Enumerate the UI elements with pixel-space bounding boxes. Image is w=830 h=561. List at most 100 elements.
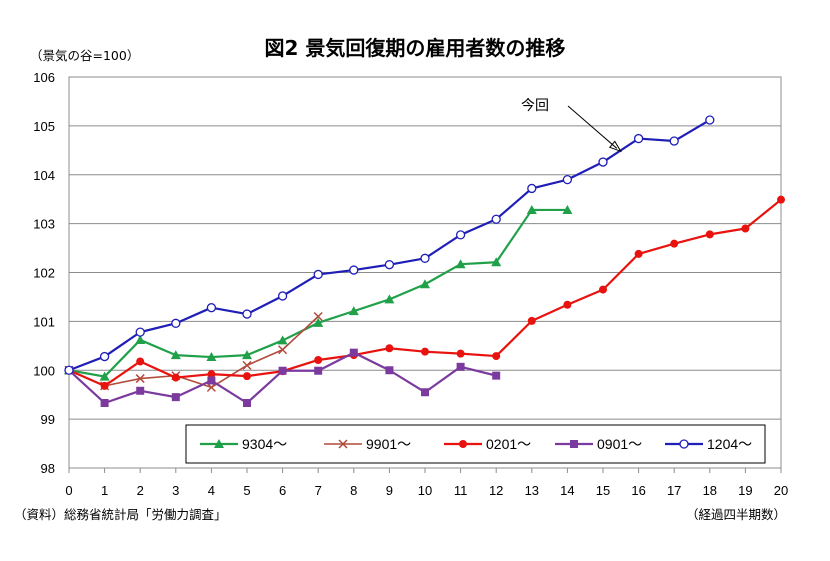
annotation-arrow-line xyxy=(567,105,618,149)
data-point xyxy=(455,230,466,240)
series-line xyxy=(68,351,497,405)
marker-stroke xyxy=(313,311,323,322)
legend-label: 9304～ xyxy=(242,436,287,452)
x-tick-label: 5 xyxy=(243,483,250,498)
data-point xyxy=(313,311,323,322)
data-point xyxy=(705,230,714,239)
data-point xyxy=(777,195,785,204)
x-tick-label: 1 xyxy=(101,483,108,498)
series-1204～ xyxy=(64,115,715,375)
marker-stroke xyxy=(242,360,252,370)
data-point xyxy=(171,373,180,382)
x-tick-label: 3 xyxy=(172,483,179,498)
data-point xyxy=(207,370,216,379)
data-point xyxy=(100,381,109,390)
x-tick-label: 18 xyxy=(703,483,717,498)
x-tick-label: 13 xyxy=(525,483,539,498)
data-point xyxy=(349,348,358,357)
legend-item: 0901～ xyxy=(555,436,642,452)
x-tick-label: 9 xyxy=(386,483,393,498)
y-tick-label: 98 xyxy=(41,461,55,476)
data-point xyxy=(527,183,537,194)
series-line xyxy=(68,119,711,372)
marker-stroke xyxy=(338,439,348,449)
data-point xyxy=(562,204,573,214)
data-point xyxy=(492,352,501,361)
data-point xyxy=(491,257,502,267)
legend-label: 9901～ xyxy=(366,436,411,452)
data-point xyxy=(278,345,288,355)
legend-label: 0901～ xyxy=(597,436,642,452)
data-point xyxy=(705,115,715,125)
marker-stroke xyxy=(278,345,288,355)
axes xyxy=(68,76,782,473)
legend-label: 0201～ xyxy=(486,436,531,452)
legend-label: 1204～ xyxy=(707,436,752,452)
x-tick-label: 19 xyxy=(738,483,752,498)
y-tick-label: 101 xyxy=(33,314,55,329)
x-tick-label: 0 xyxy=(65,483,72,498)
data-point xyxy=(349,265,359,275)
data-point xyxy=(206,352,217,362)
x-tick-label: 17 xyxy=(667,483,681,498)
x-tick-label: 4 xyxy=(208,483,215,498)
y-tick-label: 99 xyxy=(41,412,55,427)
x-tick-label: 2 xyxy=(137,483,144,498)
x-tick-label: 15 xyxy=(596,483,610,498)
series-line xyxy=(68,315,319,389)
data-point xyxy=(384,294,395,304)
data-point xyxy=(562,174,573,185)
data-point xyxy=(348,306,359,316)
data-point xyxy=(384,260,395,270)
data-point xyxy=(313,269,323,280)
data-point xyxy=(206,382,216,392)
data-point xyxy=(99,351,110,362)
data-point xyxy=(455,259,466,269)
y-tick-label: 102 xyxy=(33,266,55,281)
data-point xyxy=(170,350,181,360)
data-point xyxy=(100,398,109,407)
data-point xyxy=(421,347,429,356)
data-point xyxy=(278,366,287,375)
data-point xyxy=(492,371,501,380)
legend-item: 0201～ xyxy=(444,436,531,452)
data-point xyxy=(171,318,181,328)
data-point xyxy=(135,327,145,337)
data-point xyxy=(526,204,537,214)
data-point xyxy=(313,317,324,327)
annotation-arrow-head xyxy=(608,140,622,153)
data-point xyxy=(242,350,252,360)
data-point xyxy=(385,366,394,375)
series-0901～ xyxy=(65,348,501,407)
data-point xyxy=(491,214,501,224)
data-point xyxy=(136,357,145,366)
data-point xyxy=(136,386,145,395)
series-group xyxy=(64,115,785,407)
marker-stroke xyxy=(206,382,216,392)
data-point xyxy=(669,136,679,146)
data-point xyxy=(314,366,323,375)
data-point xyxy=(64,365,74,375)
y-tick-label: 104 xyxy=(33,168,55,183)
x-tick-label: 6 xyxy=(279,483,286,498)
x-tick-label: 16 xyxy=(631,483,645,498)
x-tick-label: 8 xyxy=(350,483,357,498)
x-tick-label: 7 xyxy=(315,483,322,498)
y-tick-label: 105 xyxy=(33,119,55,134)
data-point xyxy=(563,300,572,309)
data-point xyxy=(741,224,750,233)
data-point xyxy=(456,349,465,358)
data-point xyxy=(421,388,429,397)
data-point xyxy=(206,303,217,313)
data-point xyxy=(99,371,110,381)
series-line xyxy=(68,208,568,378)
data-point xyxy=(242,360,252,370)
legend-marker xyxy=(214,439,224,448)
x-tick-label: 14 xyxy=(560,483,574,498)
data-point xyxy=(314,355,323,364)
data-point xyxy=(633,133,644,144)
legend-marker xyxy=(459,440,467,448)
